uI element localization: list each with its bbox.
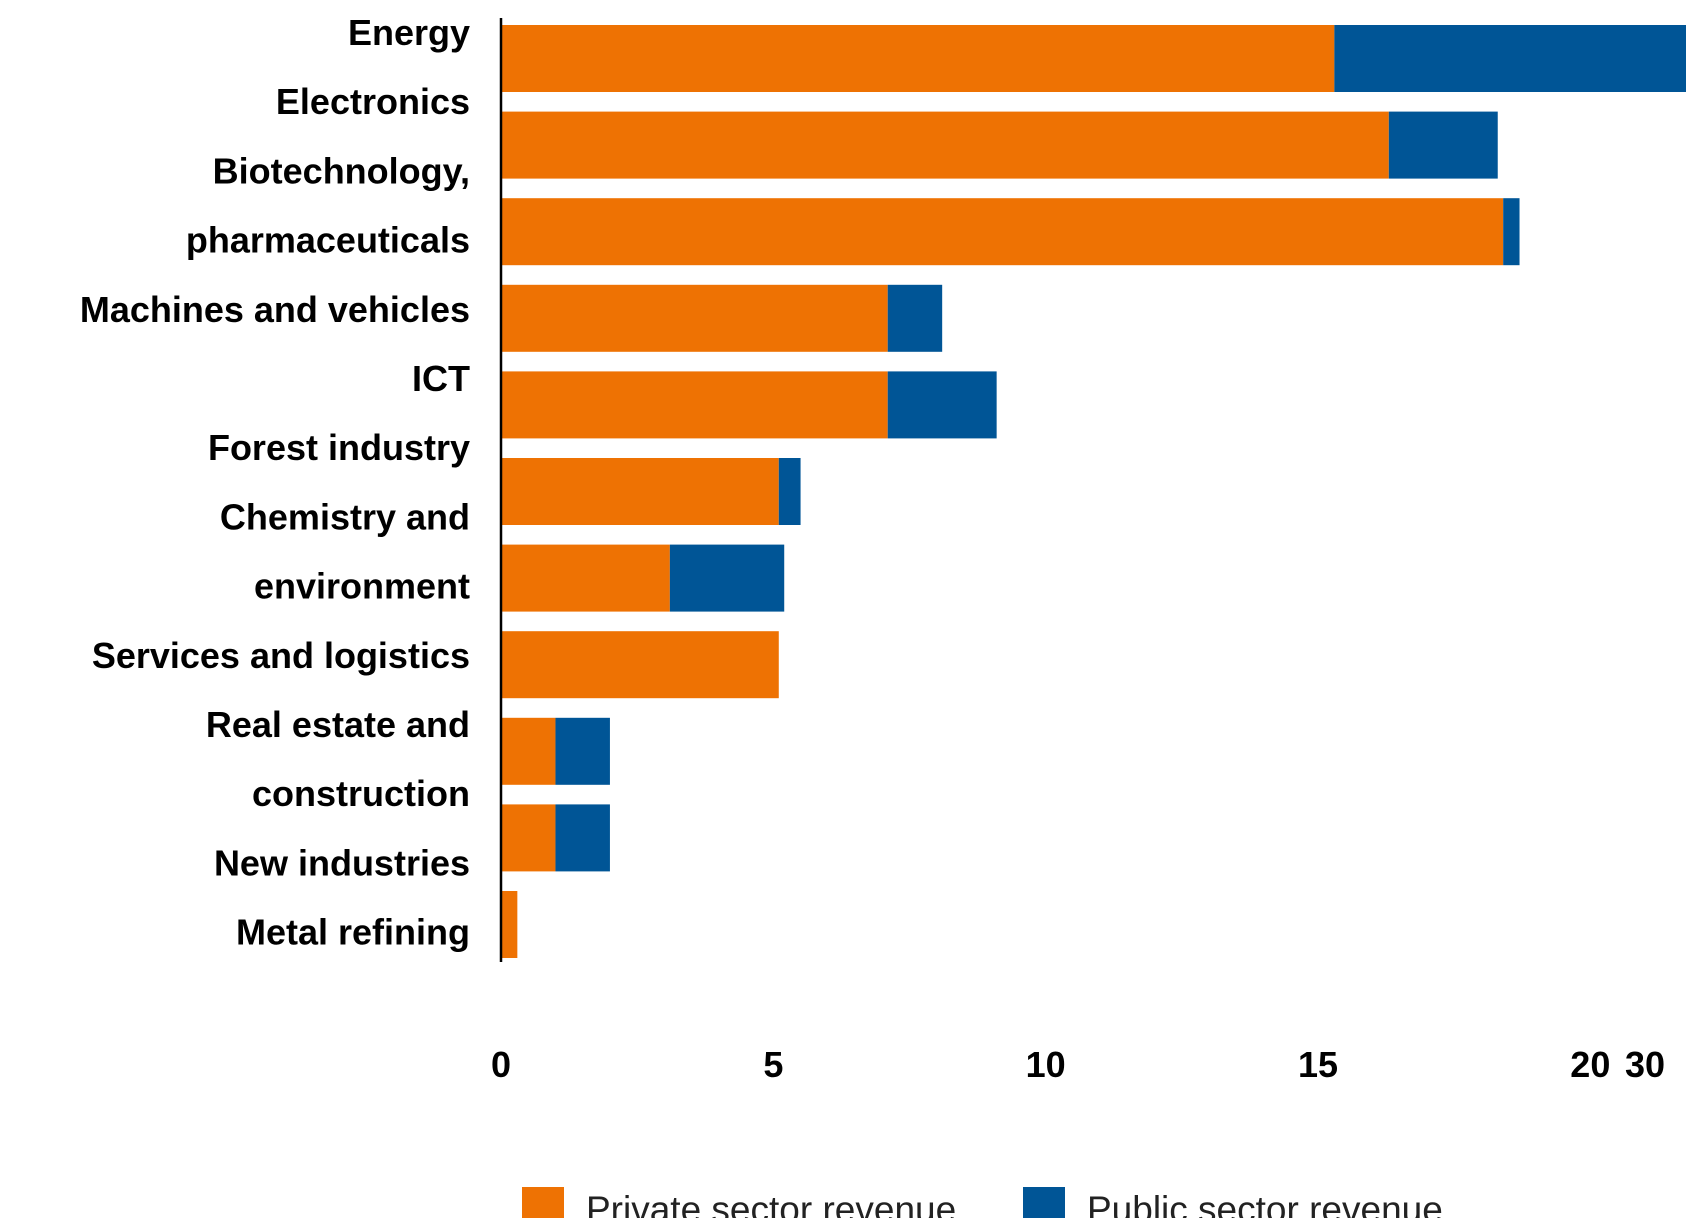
- bar-segment-private: [501, 717, 556, 785]
- x-axis-tick-labels: 051015202530: [491, 1044, 1665, 1085]
- bar-segment-public: [778, 458, 801, 525]
- category-label: Energy: [348, 12, 470, 53]
- bar-segment-public: [887, 371, 997, 439]
- bar-segment-public: [1334, 25, 1686, 92]
- bar-segment-private: [501, 371, 888, 439]
- x-tick-label: 5: [763, 1044, 783, 1085]
- bar-segment-public: [1388, 111, 1498, 179]
- bar-segment-private: [501, 198, 1504, 266]
- x-tick-label: 0: [491, 1044, 511, 1085]
- legend-label-private: Private sector revenue: [586, 1189, 956, 1218]
- legend-label-public: Public sector revenue: [1087, 1189, 1443, 1218]
- bar-segment-private: [501, 544, 670, 612]
- category-label: ICT: [412, 358, 470, 399]
- category-label: Biotechnology,: [213, 150, 470, 191]
- bar-segment-public: [555, 804, 610, 872]
- category-label: New industries: [214, 842, 470, 883]
- category-label: Electronics: [276, 81, 470, 122]
- x-tick-label: 15: [1298, 1044, 1338, 1085]
- category-label: pharmaceuticals: [186, 220, 470, 261]
- bar-segment-public: [669, 544, 785, 612]
- bar-segment-public: [887, 284, 943, 352]
- legend: Private sector revenue Public sector rev…: [522, 1187, 1443, 1218]
- category-label: Machines and vehicles: [80, 289, 470, 330]
- bars: [501, 25, 1686, 958]
- bar-segment-public: [555, 717, 610, 785]
- x-tick-label: 20: [1570, 1044, 1610, 1085]
- x-tick-label: 30: [1625, 1044, 1665, 1085]
- category-label: Services and logistics: [92, 635, 470, 676]
- category-label: Forest industry: [208, 427, 470, 468]
- bar-segment-private: [501, 891, 518, 958]
- bar-segment-private: [501, 25, 1335, 92]
- bar-segment-private: [501, 804, 556, 872]
- bar-segment-private: [501, 631, 779, 699]
- category-label: environment: [254, 566, 470, 607]
- category-label: Metal refining: [236, 912, 470, 953]
- category-label: Real estate and: [206, 704, 470, 745]
- bar-segment-private: [501, 111, 1389, 179]
- legend-swatch-private: [522, 1187, 564, 1218]
- bar-segment-public: [1503, 198, 1520, 266]
- category-label: construction: [252, 773, 470, 814]
- category-labels: Energy Electronics Biotechnology, pharmaceu…: [80, 12, 470, 953]
- bar-segment-private: [501, 458, 779, 525]
- legend-swatch-public: [1023, 1187, 1065, 1218]
- bar-segment-private: [501, 284, 888, 352]
- category-label: Chemistry and: [220, 496, 470, 537]
- x-tick-label: 10: [1026, 1044, 1066, 1085]
